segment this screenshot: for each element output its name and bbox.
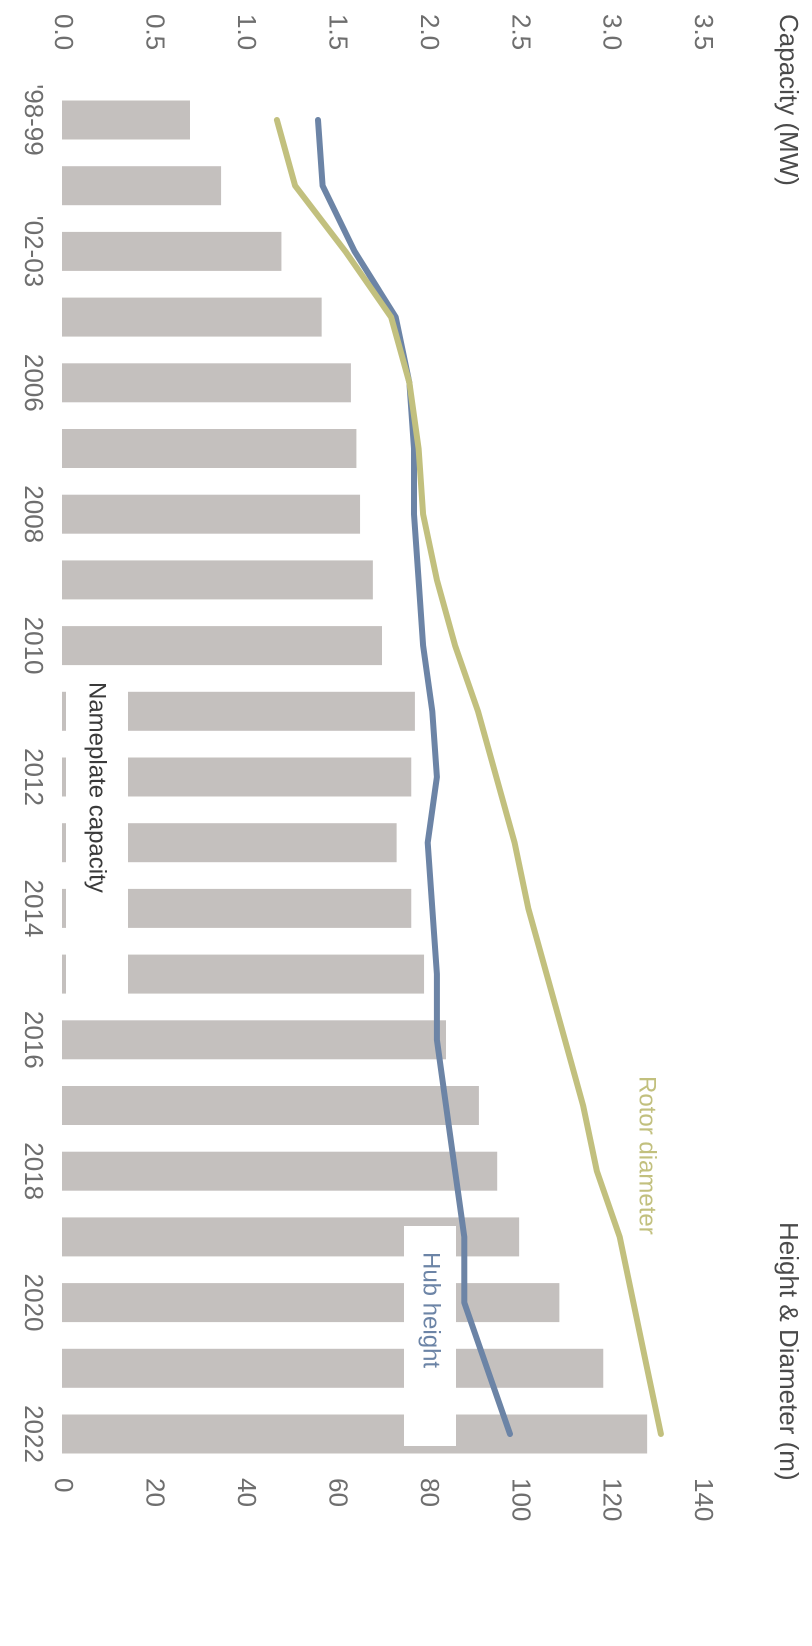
capacity-bar xyxy=(62,1151,498,1191)
left-tick-label: 0.5 xyxy=(141,14,171,50)
capacity-bar xyxy=(62,626,382,666)
hub-height-label-box xyxy=(404,1226,456,1446)
category-tick-label: 2006 xyxy=(19,354,49,412)
capacity-label: Nameplate capacity xyxy=(84,682,111,893)
rotor-diameter-line xyxy=(273,117,664,1437)
lines xyxy=(273,117,664,1437)
right-axis-ticks: 0 20 40 60 80 100 120 140 xyxy=(49,1478,719,1521)
series-labels: Nameplate capacity Hub height Rotor diamet… xyxy=(66,668,661,1446)
category-tick-label: 2014 xyxy=(19,879,49,937)
category-tick-label: 2022 xyxy=(19,1405,49,1463)
left-tick-label: 3.0 xyxy=(598,14,628,50)
category-tick-label: 2012 xyxy=(19,748,49,806)
capacity-bar xyxy=(62,1348,604,1388)
category-tick-label: '02-03 xyxy=(19,216,49,287)
capacity-bar xyxy=(62,166,222,206)
capacity-bar xyxy=(62,1020,446,1060)
left-axis-title: Capacity (MW) xyxy=(774,14,804,186)
capacity-bar xyxy=(62,1414,648,1454)
left-tick-label: 3.5 xyxy=(689,14,719,50)
capacity-bar xyxy=(62,100,190,140)
capacity-bar xyxy=(62,429,357,468)
category-tick-label: 2008 xyxy=(19,485,49,543)
category-tick-label: 2016 xyxy=(19,1011,49,1069)
left-tick-label: 2.5 xyxy=(506,14,536,50)
right-tick-label: 120 xyxy=(598,1478,628,1521)
right-tick-label: 0 xyxy=(49,1478,79,1492)
capacity-bar xyxy=(62,363,351,403)
bars xyxy=(62,100,648,1454)
hub-height-label: Hub height xyxy=(418,1252,445,1368)
x-axis-ticks: '98-99 '02-03 2006 2008 2010 2012 2014 2016 2018… xyxy=(19,84,49,1463)
right-axis-title: Height & Diameter (m) xyxy=(774,1222,804,1481)
right-tick-label: 60 xyxy=(323,1478,353,1507)
left-axis-ticks: 0.0 0.5 1.0 1.5 2.0 2.5 3.0 3.5 xyxy=(49,14,719,50)
capacity-bar xyxy=(62,494,361,534)
capacity-bar xyxy=(62,1283,560,1323)
capacity-label-box xyxy=(66,668,128,1000)
category-tick-label: 2018 xyxy=(19,1142,49,1200)
left-tick-label: 1.0 xyxy=(232,14,262,50)
capacity-bar xyxy=(62,231,282,271)
left-tick-label: 0.0 xyxy=(49,14,79,50)
capacity-bar xyxy=(62,1086,479,1125)
capacity-bar xyxy=(62,560,373,600)
right-tick-label: 80 xyxy=(415,1478,445,1507)
category-tick-label: 2010 xyxy=(19,617,49,675)
right-tick-label: 100 xyxy=(506,1478,536,1521)
category-tick-label: '98-99 xyxy=(19,84,49,155)
right-tick-label: 40 xyxy=(232,1478,262,1507)
left-tick-label: 1.5 xyxy=(323,14,353,50)
right-tick-label: 20 xyxy=(141,1478,171,1507)
rotor-diameter-label: Rotor diameter xyxy=(634,1076,661,1235)
left-tick-label: 2.0 xyxy=(415,14,445,50)
capacity-bar xyxy=(62,297,322,337)
right-tick-label: 140 xyxy=(689,1478,719,1521)
category-tick-label: 2020 xyxy=(19,1274,49,1332)
